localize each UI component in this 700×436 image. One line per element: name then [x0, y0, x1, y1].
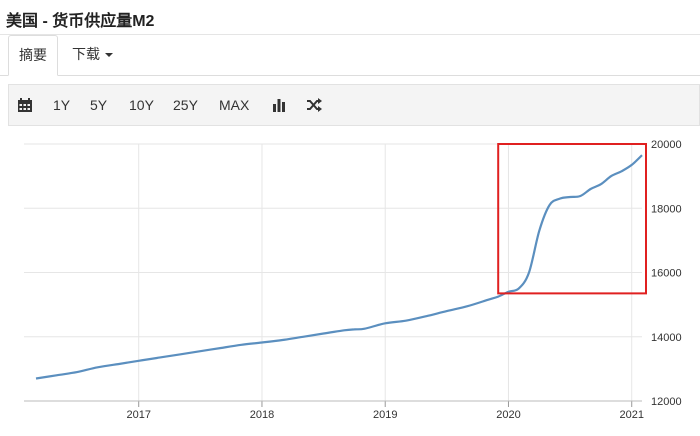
- grid-lines: [24, 143, 642, 407]
- range-1y-button[interactable]: 1Y: [53, 97, 71, 113]
- chart-toolbar: 1Y 5Y 10Y 25Y MAX: [8, 84, 700, 126]
- range-5y-button[interactable]: 5Y: [90, 97, 108, 113]
- bar-chart-icon[interactable]: [271, 97, 287, 113]
- tab-download-label: 下载: [72, 46, 100, 62]
- y-tick-label: 12000: [651, 396, 682, 408]
- x-tick-label: 2018: [250, 409, 274, 421]
- x-tick-label: 2021: [619, 409, 643, 421]
- x-tick-label: 2017: [126, 409, 150, 421]
- y-tick-label: 18000: [651, 203, 682, 215]
- annotation-layer: [497, 143, 648, 295]
- range-max-button[interactable]: MAX: [219, 97, 250, 113]
- page-title: 美国 - 货币供应量M2: [6, 13, 155, 30]
- tab-bar: 摘要 下载: [0, 35, 700, 76]
- series-layer: [35, 154, 643, 380]
- calendar-icon[interactable]: [17, 97, 33, 113]
- y-tick-label: 14000: [651, 332, 682, 344]
- x-tick-label: 2019: [373, 409, 397, 421]
- y-tick-label: 20000: [651, 139, 682, 151]
- caret-down-icon: [105, 53, 113, 58]
- tick-labels: 12000 14000 16000 18000 20000 2017 2018 2019 202…: [126, 139, 681, 421]
- title-bar: 美国 - 货币供应量M2: [0, 0, 700, 35]
- highlight-rectangle: [497, 143, 648, 295]
- x-tick-label: 2020: [496, 409, 520, 421]
- y-tick-label: 16000: [651, 268, 682, 280]
- tab-download[interactable]: 下载: [62, 35, 123, 75]
- chart-area: 12000 14000 16000 18000 20000 2017 2018 2019 202…: [24, 139, 682, 421]
- tab-summary[interactable]: 摘要: [8, 35, 58, 76]
- shuffle-icon[interactable]: [306, 97, 322, 113]
- range-10y-button[interactable]: 10Y: [129, 97, 154, 113]
- range-25y-button[interactable]: 25Y: [173, 97, 198, 113]
- series-line: [35, 154, 643, 380]
